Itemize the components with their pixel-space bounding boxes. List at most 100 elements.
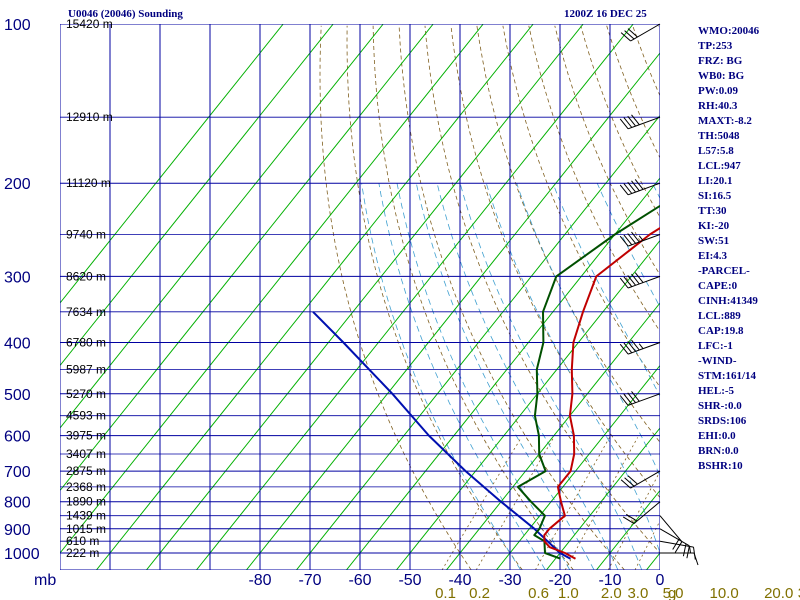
- temperature-tick-label: -60: [348, 572, 371, 589]
- moist-adiabat: [361, 183, 521, 570]
- height-label: 5270 m: [66, 387, 106, 401]
- pressure-tick-label: 500: [4, 387, 31, 404]
- temperature-tick-label: -20: [548, 572, 571, 589]
- barb-half-feather: [638, 343, 644, 350]
- pressure-tick-label: 700: [4, 464, 31, 481]
- mixing-ratio-line: [564, 437, 638, 570]
- index-entry: MAXT:-8.2: [698, 115, 752, 127]
- wind-barb-layer: [619, 23, 699, 566]
- barb-half-feather: [638, 235, 644, 242]
- dry-adiabat: [372, 25, 574, 570]
- barb-feather: [631, 339, 640, 351]
- wind-barb: [619, 231, 661, 247]
- mixing-ratio-label: 0.2: [469, 585, 490, 600]
- barb-feather: [682, 543, 687, 557]
- temperature-tick-label: -80: [248, 572, 271, 589]
- pressure-tick-label: 800: [4, 495, 31, 512]
- barb-feather: [627, 475, 638, 485]
- barb-staff: [627, 116, 661, 130]
- dry-adiabat: [398, 25, 625, 570]
- height-label: 7634 m: [66, 305, 106, 319]
- temperature-tick-label: -40: [448, 572, 471, 589]
- mixing-ratio-line: [634, 520, 660, 570]
- index-entry: STM:161/14: [698, 370, 757, 382]
- isotherm: [446, 302, 660, 570]
- index-entry: BRN:0.0: [698, 445, 739, 457]
- index-entry: RH:40.3: [698, 100, 738, 112]
- barb-feather: [619, 184, 629, 196]
- barb-feather: [619, 343, 629, 355]
- height-label: 1890 m: [66, 495, 106, 509]
- pressure-tick-label: 100: [4, 17, 31, 34]
- barb-staff: [627, 234, 661, 247]
- isotherm: [796, 24, 800, 570]
- barb-staff: [633, 501, 661, 524]
- barb-feather: [627, 181, 636, 193]
- moist-adiabat: [485, 183, 660, 555]
- isotherm: [346, 177, 660, 570]
- moist-adiabat: [436, 183, 619, 570]
- barb-feather: [627, 275, 636, 286]
- index-entry: SI:16.5: [698, 190, 732, 202]
- index-entry: -PARCEL-: [698, 265, 750, 277]
- mixing-ratio-label: 0.6: [528, 585, 549, 600]
- barb-feather: [619, 235, 629, 247]
- wind-barb: [619, 391, 661, 406]
- index-entry: EHI:0.0: [698, 430, 736, 442]
- mixing-ratio-label: 1.0: [558, 585, 579, 600]
- barb-feather: [625, 513, 638, 522]
- wind-barb: [619, 272, 661, 289]
- barb-staff: [627, 393, 661, 406]
- barb-feather: [674, 541, 683, 553]
- dry-adiabat: [554, 25, 660, 276]
- barb-feather: [627, 115, 636, 127]
- moist-adiabat: [378, 183, 546, 570]
- mixing-ratio-label: 5.0: [663, 585, 684, 600]
- isotherm: [60, 24, 284, 304]
- mixing-ratio-label: 0.1: [435, 585, 456, 600]
- dry-adiabat: [528, 25, 660, 332]
- barb-feather: [620, 479, 631, 489]
- barb-feather: [623, 183, 633, 194]
- height-label: 5987 m: [66, 363, 106, 377]
- isotherm: [60, 24, 384, 429]
- height-label: 15420 m: [66, 17, 113, 31]
- dry-adiabat: [502, 25, 660, 388]
- barb-feather: [672, 538, 680, 550]
- valid-time: 1200Z 16 DEC 25: [564, 8, 647, 20]
- barb-feather: [622, 516, 635, 525]
- parcel-trace: [312, 311, 571, 560]
- index-entry: TP:253: [698, 40, 733, 52]
- barb-half-feather: [689, 546, 691, 553]
- temperature-tick-label: 0: [656, 572, 665, 589]
- wind-barb: [622, 501, 661, 525]
- mixing-ratio-label: 30.0: [798, 585, 800, 600]
- pressure-tick-label: 400: [4, 336, 31, 353]
- moist-adiabat: [396, 183, 571, 570]
- barb-feather: [623, 276, 633, 288]
- barb-feather: [693, 547, 696, 560]
- mixing-ratio-unit: g: [668, 585, 676, 600]
- barb-staff: [627, 182, 661, 196]
- isotherm: [60, 24, 334, 367]
- barb-feather: [619, 395, 629, 406]
- dewpoint-trace: [516, 204, 660, 560]
- index-entry: FRZ: BG: [698, 55, 743, 67]
- height-label: 610 m: [66, 534, 99, 548]
- moist-adiabat: [552, 183, 660, 398]
- barb-feather: [619, 277, 629, 289]
- barb-feather: [634, 179, 644, 190]
- mixing-ratio-label: 3.0: [627, 585, 648, 600]
- mixing-ratio-label: 2.0: [601, 585, 622, 600]
- barb-feather: [623, 342, 633, 354]
- index-entry: LFC:-1: [698, 340, 733, 352]
- temperature-tick-label: -50: [398, 572, 421, 589]
- height-label: 6780 m: [66, 336, 106, 350]
- temperature-trace: [543, 226, 660, 560]
- barb-staff: [659, 528, 690, 547]
- dry-adiabat: [788, 26, 800, 570]
- wind-barb: [660, 552, 699, 566]
- barb-feather: [631, 273, 640, 285]
